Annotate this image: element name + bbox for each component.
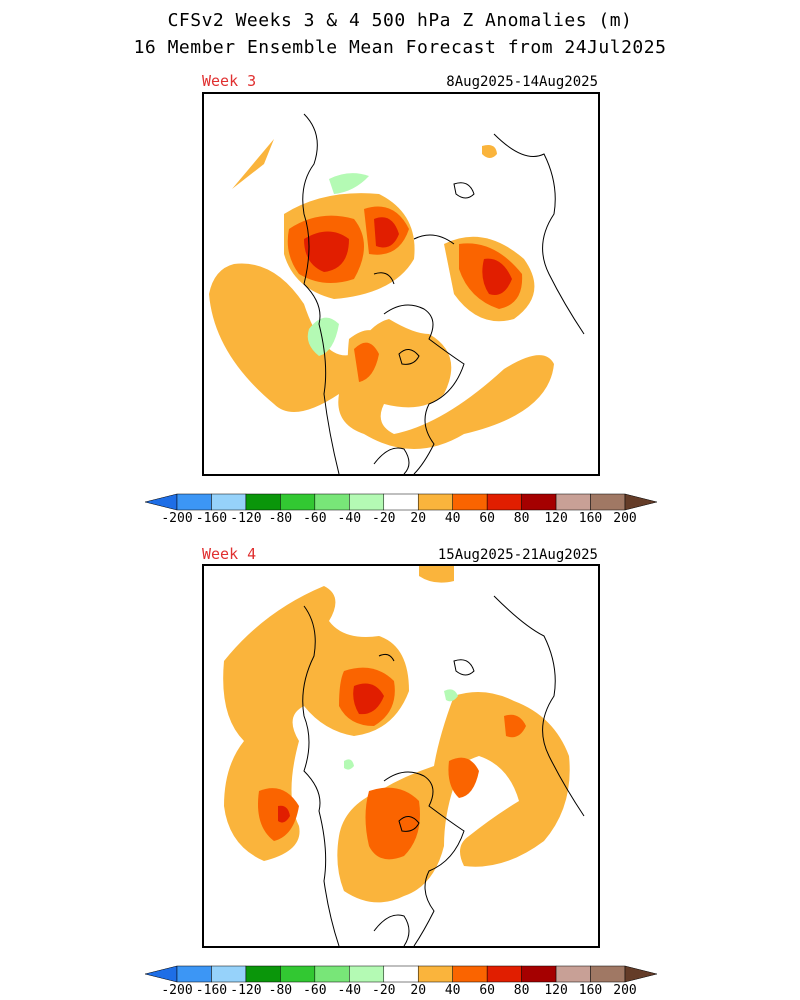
colorbar-swatch <box>280 965 316 983</box>
colorbar-swatch <box>349 965 385 983</box>
colorbar-tick-label: -120 <box>230 511 262 526</box>
colorbar-swatch <box>555 493 591 511</box>
colorbar-tick-label: 200 <box>613 983 637 998</box>
colorbar-tick-label: 40 <box>444 983 461 998</box>
week4-label: Week 4 <box>202 545 257 563</box>
colorbar-tick-label: -200 <box>161 511 193 526</box>
chart-title: CFSv2 Weeks 3 & 4 500 hPa Z Anomalies (m… <box>167 10 633 31</box>
colorbar-swatch <box>417 493 453 511</box>
colorbar-swatch <box>417 965 453 983</box>
colorbar-tick-label: 80 <box>513 983 530 998</box>
colorbar-tick-label: 40 <box>444 511 461 526</box>
colorbar-swatch <box>521 493 557 511</box>
chart-subtitle: 16 Member Ensemble Mean Forecast from 24… <box>133 37 667 58</box>
colorbar-tick-label: -40 <box>337 511 362 526</box>
colorbar-tick-label: 20 <box>410 511 427 526</box>
colorbar-tick-label: -60 <box>303 511 327 526</box>
colorbar-swatch <box>452 965 488 983</box>
colorbar-tick-label: -80 <box>268 983 293 998</box>
colorbar-tick-label: -160 <box>195 511 228 526</box>
colorbar-swatch <box>383 965 419 983</box>
colorbar-tick-label: -20 <box>372 511 396 526</box>
colorbar-swatch <box>280 493 316 511</box>
week4-colorbar <box>144 965 658 983</box>
colorbar-swatch <box>211 965 247 983</box>
coastlines <box>302 113 585 474</box>
colorbar-tick-label: 160 <box>578 983 603 998</box>
colorbar-swatch <box>486 493 522 511</box>
colorbar-swatch <box>211 493 247 511</box>
colorbar-tick-label: 120 <box>544 511 568 526</box>
colorbar-tick-label: -120 <box>230 983 262 998</box>
colorbar-tick-label: -200 <box>161 983 193 998</box>
colorbar-tick-label: 160 <box>578 511 603 526</box>
colorbar-swatch <box>245 965 281 983</box>
colorbar-swatch <box>486 965 522 983</box>
colorbar-swatch <box>555 965 591 983</box>
colorbar-tick-label: -80 <box>268 511 293 526</box>
colorbar-arrow-low <box>144 493 178 511</box>
colorbar-swatch <box>383 493 419 511</box>
week3-colorbar-labels: -200 -160 -120 -80 -60 -40 -20 20 40 60 80 120 160 20… <box>145 511 657 527</box>
colorbar-swatch <box>349 493 385 511</box>
colorbar-swatch <box>176 965 212 983</box>
colorbar-swatch <box>314 965 350 983</box>
anomaly-pos60-shading <box>278 683 384 823</box>
anomaly-neg20-shading <box>344 689 458 770</box>
week4-dates: 15Aug2025-21Aug2025 <box>437 547 598 563</box>
colorbar-tick-label: 120 <box>544 983 568 998</box>
colorbar-tick-label: -40 <box>337 983 362 998</box>
colorbar-swatches <box>144 965 658 983</box>
anomaly-pos60-shading <box>304 217 512 295</box>
colorbar-tick-label: 60 <box>479 983 495 998</box>
colorbar-swatch <box>590 965 626 983</box>
colorbar-tick-label: 20 <box>410 983 427 998</box>
week4-colorbar-labels: -200 -160 -120 -80 -60 -40 -20 20 40 60 80 120 160 20… <box>145 983 657 999</box>
colorbar-arrow-high <box>624 965 658 983</box>
anomaly-neg20-shading <box>307 173 369 356</box>
colorbar-swatch <box>245 493 281 511</box>
colorbar-tick-label: -20 <box>372 983 396 998</box>
colorbar-tick-label: 80 <box>513 511 530 526</box>
week3-map <box>202 92 600 476</box>
week3-colorbar <box>144 493 658 511</box>
colorbar-swatches <box>144 493 658 511</box>
week3-dates: 8Aug2025-14Aug2025 <box>446 74 598 90</box>
colorbar-swatch <box>521 965 557 983</box>
coastlines <box>302 595 585 946</box>
week4-map <box>202 564 600 948</box>
colorbar-swatch <box>176 493 212 511</box>
colorbar-tick-label: 200 <box>613 511 637 526</box>
colorbar-swatch <box>314 493 350 511</box>
colorbar-tick-label: -60 <box>303 983 327 998</box>
colorbar-tick-label: -160 <box>195 983 228 998</box>
colorbar-swatch <box>452 493 488 511</box>
week3-label: Week 3 <box>202 72 257 90</box>
colorbar-tick-label: 60 <box>479 511 495 526</box>
colorbar-arrow-low <box>144 965 178 983</box>
colorbar-swatch <box>590 493 626 511</box>
colorbar-arrow-high <box>624 493 658 511</box>
